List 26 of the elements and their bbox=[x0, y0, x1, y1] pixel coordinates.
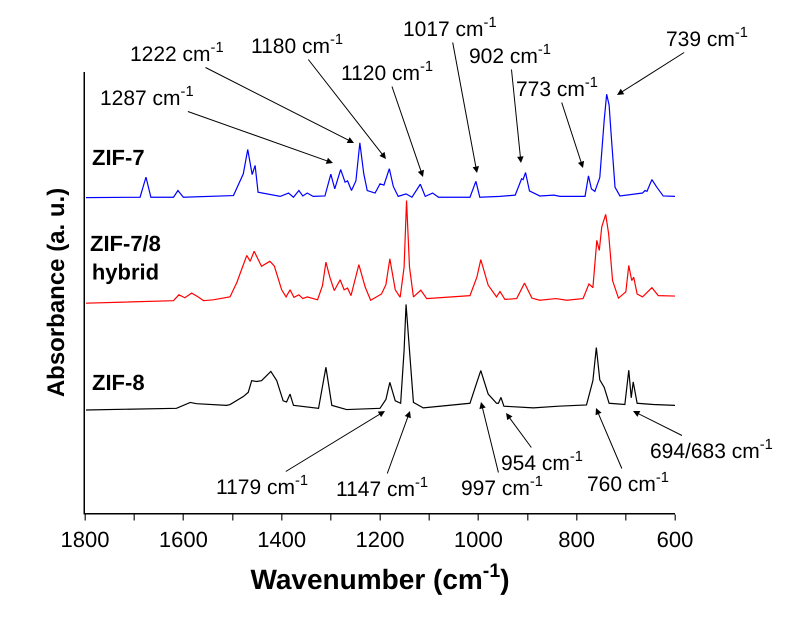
series-label: ZIF-7/8 hybrid bbox=[90, 231, 161, 285]
annotation: 694/683 cm$^{-1}$ bbox=[650, 437, 773, 463]
series-label: ZIF-7 bbox=[92, 145, 145, 170]
text: 1180 cm$^{-1}$ bbox=[251, 32, 344, 58]
annotation: 773 cm$^{-1}$ bbox=[516, 75, 598, 101]
x-tick-label: 1200 bbox=[356, 526, 404, 552]
x-tick-label: 1800 bbox=[60, 526, 110, 552]
x-tick-label: 800 bbox=[558, 526, 596, 552]
x-tick-label: 1600 bbox=[158, 526, 208, 552]
x-tick-label: 600 bbox=[656, 526, 694, 552]
x-tick-label: 1400 bbox=[257, 526, 306, 552]
text: 1222 cm$^{-1}$ bbox=[130, 40, 224, 66]
text: 902 cm$^{-1}$ bbox=[469, 42, 551, 68]
annotation: 997 cm$^{-1}$ bbox=[461, 474, 543, 500]
annotation: 1287 cm$^{-1}$ bbox=[100, 84, 194, 110]
x-axis-title: Wavenumber (cm$^{-1}$) bbox=[250, 560, 510, 595]
series-label: ZIF-8 bbox=[92, 370, 145, 395]
annotation: 1147 cm$^{-1}$ bbox=[336, 475, 428, 501]
annotation: 954 cm$^{-1}$ bbox=[501, 449, 583, 475]
text: 739 cm$^{-1}$ bbox=[666, 25, 748, 51]
text: 1017 cm$^{-1}$ bbox=[403, 15, 497, 41]
x-tick-label: 1000 bbox=[454, 526, 503, 552]
y-axis-title: Absorbance (a. u.) bbox=[42, 188, 70, 398]
text: 1120 cm$^{-1}$ bbox=[341, 59, 434, 85]
annotation: 760 cm$^{-1}$ bbox=[587, 470, 669, 496]
annotation: 1179 cm$^{-1}$ bbox=[216, 473, 308, 499]
